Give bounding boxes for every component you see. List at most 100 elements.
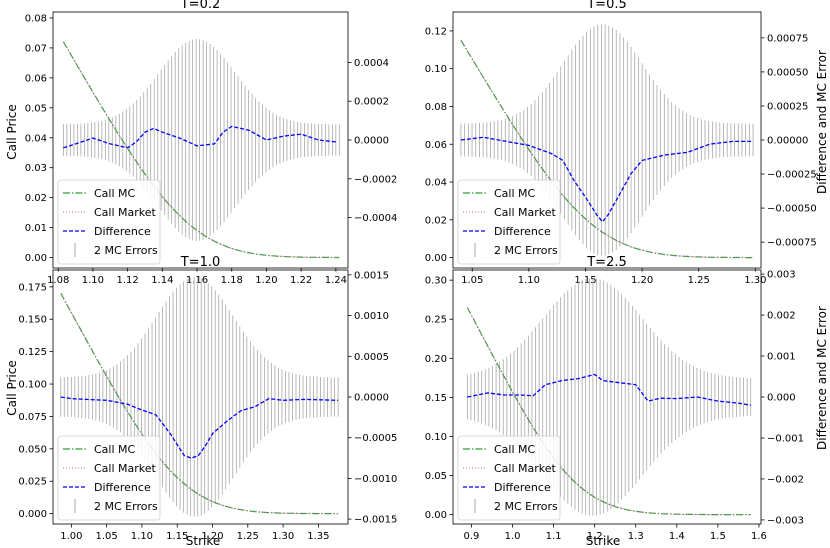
- x-tick-label: 1.12: [116, 275, 138, 286]
- call-mc-line: [60, 293, 339, 515]
- x-tick-label: 1.30: [744, 275, 766, 286]
- panel-2: T=0.51.05 1.10 1.15 1.20 1.25 1.300.000.020.0…: [425, 0, 817, 286]
- y-tick-label: 0.025: [18, 477, 47, 488]
- x-tick-label: 0.9: [464, 531, 480, 542]
- x-tick-label: 1.10: [131, 531, 153, 542]
- x-tick-label: 1.24: [325, 275, 347, 286]
- legend-label: Call MC: [94, 187, 136, 200]
- y-tick-label: 0.150: [18, 315, 47, 326]
- y2-tick-label: 0.0005: [354, 352, 389, 363]
- panel-3: T=1.0 1.00 1.05 1.10 1.15 1.20 1.25 1.30 1.35 0.0…: [18, 255, 397, 542]
- error-bars: [60, 277, 339, 517]
- x-tick-label: 1.0: [505, 531, 521, 542]
- right-ylabel-top: Difference and MC Error: [815, 50, 829, 194]
- legend-item-difference: Difference: [63, 481, 151, 494]
- legend-box: [57, 179, 161, 265]
- x-tick-label: 1.22: [290, 275, 312, 286]
- y2-tick-label: −0.0015: [354, 515, 397, 526]
- y-tick-label: 0.02: [25, 193, 47, 204]
- x-tick-label: 1.5: [710, 531, 726, 542]
- y2-tick-label: 0.0002: [354, 97, 389, 108]
- x-tick-label: 1.05: [461, 275, 483, 286]
- x-tick-label: 1.25: [688, 275, 710, 286]
- y2-tick-label: 0.002: [767, 311, 796, 322]
- y-tick-label: 0.15: [425, 393, 447, 404]
- x-tick-label: 1.08: [47, 275, 69, 286]
- legend: Call MC Call Market Difference 2 MC Errors: [457, 179, 561, 265]
- difference-line: [467, 373, 751, 406]
- legend-box: [57, 435, 161, 521]
- legend-item-mc_errors: 2 MC Errors: [474, 499, 558, 513]
- y2-tick-label: −0.0005: [354, 433, 397, 444]
- y2-tick-label: −0.00050: [767, 204, 817, 215]
- y2-tick-label: −0.002: [767, 474, 804, 485]
- legend-item-call_mc: Call MC: [63, 443, 136, 456]
- x-tick-label: 1.00: [60, 531, 82, 542]
- legend-label: Call Market: [94, 462, 157, 475]
- y2-tick-label: −0.00075: [767, 238, 817, 249]
- y2-tick-label: 0.0004: [354, 58, 389, 69]
- y2-tick-label: −0.0010: [354, 474, 397, 485]
- x-tick-label: 1.05: [96, 531, 118, 542]
- legend-label: Call MC: [494, 443, 536, 456]
- legend-item-mc_errors: 2 MC Errors: [74, 243, 158, 257]
- y2-tick-label: 0.00050: [767, 67, 808, 78]
- panel-title: T=0.5: [586, 0, 627, 12]
- y-tick-label: 0.075: [18, 412, 47, 423]
- legend-item-difference: Difference: [463, 481, 551, 494]
- y-tick-label: 0.175: [18, 282, 47, 293]
- y2-tick-label: 0.000: [767, 393, 796, 404]
- x-tick-label: 1.30: [272, 531, 294, 542]
- x-tick-label: 1.20: [201, 531, 223, 542]
- y-tick-label: 0.02: [425, 215, 447, 226]
- x-tick-label: 1.20: [255, 275, 277, 286]
- legend-item-call_mc: Call MC: [63, 187, 136, 200]
- y2-tick-label: 0.0000: [354, 136, 389, 147]
- legend-item-mc_errors: 2 MC Errors: [474, 243, 558, 257]
- y2-tick-label: −0.003: [767, 515, 804, 526]
- x-tick-label: 1.6: [751, 531, 767, 542]
- y2-tick-label: 0.00025: [767, 101, 808, 112]
- y-tick-label: 0.00: [425, 253, 447, 264]
- y-tick-label: 0.125: [18, 347, 47, 358]
- y2-tick-label: 0.0000: [354, 393, 389, 404]
- y-tick-label: 0.03: [25, 163, 47, 174]
- y2-tick-label: −0.0004: [354, 213, 397, 224]
- y-tick-label: 0.000: [18, 509, 47, 520]
- call-mc-line: [466, 307, 751, 516]
- legend-label: 2 MC Errors: [94, 500, 158, 513]
- y-tick-label: 0.25: [425, 315, 447, 326]
- error-bars: [63, 39, 340, 241]
- x-tick-label: 1.10: [518, 275, 540, 286]
- legend-box: [457, 179, 561, 265]
- legend-item-call_market: Call Market: [463, 462, 557, 475]
- legend-label: 2 MC Errors: [494, 244, 558, 257]
- y-tick-label: 0.00: [25, 253, 47, 264]
- y-tick-label: 0.06: [425, 140, 447, 151]
- x-tick-label: 1.4: [669, 531, 685, 542]
- y2-tick-label: −0.0002: [354, 174, 397, 185]
- x-tick-label: 1.10: [82, 275, 104, 286]
- legend-label: Difference: [494, 225, 551, 238]
- legend-box: [457, 435, 561, 521]
- left-ylabel-bottom: Call Price: [5, 360, 19, 416]
- legend-label: Call Market: [94, 206, 157, 219]
- y-tick-label: 0.06: [25, 73, 47, 84]
- left-ylabel-top: Call Price: [5, 104, 19, 160]
- y2-tick-label: 0.0010: [354, 311, 389, 322]
- legend-label: Call Market: [494, 462, 557, 475]
- y-tick-label: 0.12: [425, 26, 447, 37]
- xlabel-left: Strike: [186, 534, 221, 548]
- x-tick-label: 1.1: [546, 531, 562, 542]
- x-tick-label: 1.18: [221, 275, 243, 286]
- x-tick-label: 1.20: [631, 275, 653, 286]
- y2-tick-label: 0.00000: [767, 136, 808, 147]
- xlabel-right: Strike: [586, 534, 621, 548]
- right-ylabel-bottom: Difference and MC Error: [815, 306, 829, 450]
- x-tick-label: 1.35: [307, 531, 329, 542]
- x-tick-label: 1.25: [237, 531, 259, 542]
- call-mc-line: [62, 41, 340, 259]
- legend: Call MC Call Market Difference 2 MC Errors: [57, 179, 161, 265]
- x-tick-label: 1.3: [628, 531, 644, 542]
